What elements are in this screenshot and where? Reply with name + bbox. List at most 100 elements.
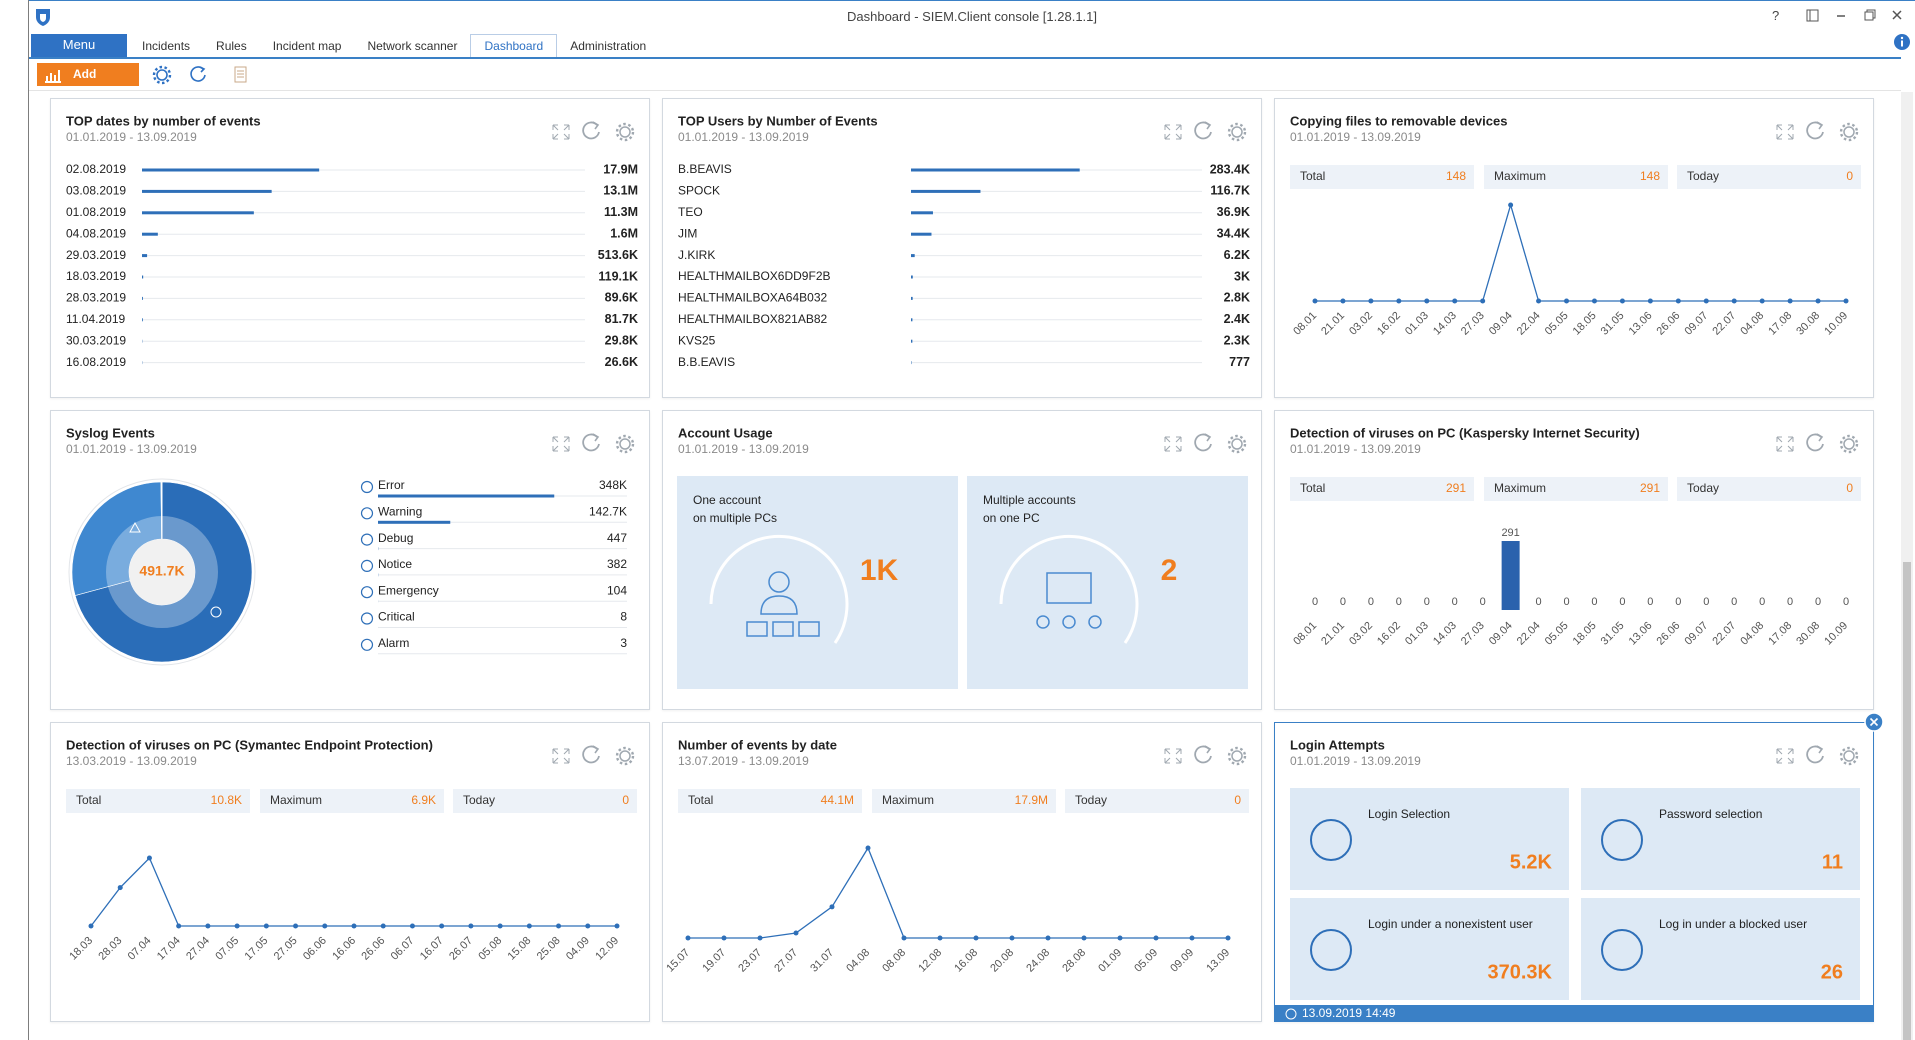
- data-label: 0: [1452, 596, 1458, 608]
- stat-name: Total: [688, 793, 713, 807]
- stat-value: 148: [1446, 169, 1466, 183]
- settings-icon[interactable]: [1843, 126, 1855, 138]
- scrollbar-thumb[interactable]: [1903, 562, 1911, 1040]
- pin-button[interactable]: [1806, 9, 1819, 22]
- stat-value: 0: [1846, 481, 1853, 495]
- tile-label: Password selection: [1659, 807, 1762, 821]
- refresh-arrow: [199, 66, 206, 73]
- expand-icon[interactable]: [1776, 748, 1794, 764]
- refresh-icon[interactable]: [1194, 433, 1212, 452]
- x-tick-label: 17.08: [1766, 310, 1794, 338]
- settings-icon[interactable]: [1231, 126, 1243, 138]
- settings-icon[interactable]: [1843, 438, 1855, 450]
- expand-icon[interactable]: [1164, 124, 1182, 140]
- bar: [911, 211, 933, 215]
- bar: [911, 189, 981, 193]
- legend-bar: [378, 494, 555, 498]
- row-label: B.B.EAVIS: [678, 355, 735, 369]
- tab[interactable]: Incident map: [272, 39, 342, 53]
- refresh-icon[interactable]: [1806, 745, 1824, 764]
- widget-title: Syslog Events: [66, 425, 155, 440]
- donut-frame: [68, 478, 256, 666]
- settings-icon[interactable]: [619, 438, 631, 450]
- x-tick-label: 27.07: [772, 947, 800, 975]
- tab[interactable]: Dashboard: [470, 34, 558, 57]
- point: [409, 923, 415, 929]
- expand-icon[interactable]: [552, 748, 570, 764]
- card-text: Multiple accounts: [983, 493, 1076, 507]
- data-label: 0: [1563, 596, 1569, 608]
- point: [865, 845, 871, 851]
- bar: [911, 232, 932, 236]
- point: [793, 930, 799, 936]
- stat-box: [1484, 165, 1668, 189]
- stat-box: [1677, 477, 1861, 501]
- settings-icon[interactable]: [619, 126, 631, 138]
- x-tick-label: 16.06: [330, 935, 358, 963]
- refresh-icon[interactable]: [190, 66, 206, 82]
- close-widget-badge[interactable]: [1863, 711, 1885, 733]
- settings-icon[interactable]: [156, 69, 168, 81]
- bar: [911, 254, 915, 258]
- widget-title: Copying files to removable devices: [1290, 113, 1507, 128]
- x-tick-label: 05.08: [476, 935, 504, 963]
- x-tick-label: 22.04: [1515, 620, 1543, 648]
- expand-icon[interactable]: [1164, 748, 1182, 764]
- x-tick-label: 27.03: [1459, 310, 1487, 338]
- tab[interactable]: Administration: [570, 39, 647, 53]
- tab[interactable]: Rules: [216, 39, 247, 53]
- refresh-icon[interactable]: [1194, 121, 1212, 140]
- widget-canvas: Detection of viruses on PC (Kaspersky In…: [1290, 425, 1861, 648]
- x-tick-label: 18.03: [67, 935, 95, 963]
- bar: [142, 189, 272, 193]
- help-button[interactable]: ?: [1772, 8, 1780, 23]
- point: [1452, 298, 1458, 304]
- refresh-icon[interactable]: [1806, 433, 1824, 452]
- row-value: 513.6K: [598, 248, 638, 262]
- x-tick-label: 27.04: [184, 935, 212, 963]
- menu-button[interactable]: Menu: [31, 34, 127, 57]
- expand-icon[interactable]: [1164, 436, 1182, 452]
- data-label: 0: [1396, 596, 1402, 608]
- refresh-arrow: [1816, 745, 1824, 754]
- point: [351, 923, 357, 929]
- row-value: 6.2K: [1224, 248, 1250, 262]
- refresh-icon[interactable]: [1806, 121, 1824, 140]
- export-icon[interactable]: [234, 66, 247, 83]
- bar: [142, 318, 143, 322]
- close-button[interactable]: [1892, 10, 1902, 20]
- data-label: 0: [1731, 596, 1737, 608]
- widget: Detection of viruses on PC (Symantec End…: [50, 722, 650, 1022]
- expand-icon[interactable]: [552, 124, 570, 140]
- title-bar: Dashboard - SIEM.Client console [1.28.1.…: [29, 0, 1915, 31]
- widget-title: Detection of viruses on PC (Symantec End…: [66, 737, 433, 752]
- app-icon: [36, 9, 50, 26]
- point: [757, 935, 763, 941]
- data-label: 0: [1843, 596, 1849, 608]
- point: [1843, 298, 1849, 304]
- x-tick-label: 15.08: [506, 935, 534, 963]
- refresh-icon[interactable]: [582, 433, 600, 452]
- point: [293, 923, 299, 929]
- settings-icon[interactable]: [1231, 438, 1243, 450]
- refresh-icon[interactable]: [582, 745, 600, 764]
- restore-button[interactable]: [1864, 11, 1874, 21]
- card-value: 2: [1161, 554, 1178, 587]
- settings-icon[interactable]: [1231, 750, 1243, 762]
- info-icon[interactable]: [1893, 33, 1911, 51]
- refresh-icon[interactable]: [1194, 745, 1212, 764]
- expand-icon[interactable]: [552, 436, 570, 452]
- settings-teeth: [1839, 122, 1859, 142]
- legend-name: Emergency: [378, 583, 439, 597]
- refresh-icon[interactable]: [582, 121, 600, 140]
- settings-icon[interactable]: [619, 750, 631, 762]
- widget: Account Usage 01.01.2019 - 13.09.2019 One …: [662, 410, 1262, 710]
- expand-icon[interactable]: [1776, 124, 1794, 140]
- settings-icon[interactable]: [1843, 750, 1855, 762]
- tab[interactable]: Incidents: [142, 39, 191, 53]
- tab[interactable]: Network scanner: [367, 39, 458, 53]
- expand-icon[interactable]: [1776, 436, 1794, 452]
- scrollbar[interactable]: [1901, 92, 1913, 1040]
- legend-value: 104: [607, 583, 627, 597]
- point: [1480, 298, 1486, 304]
